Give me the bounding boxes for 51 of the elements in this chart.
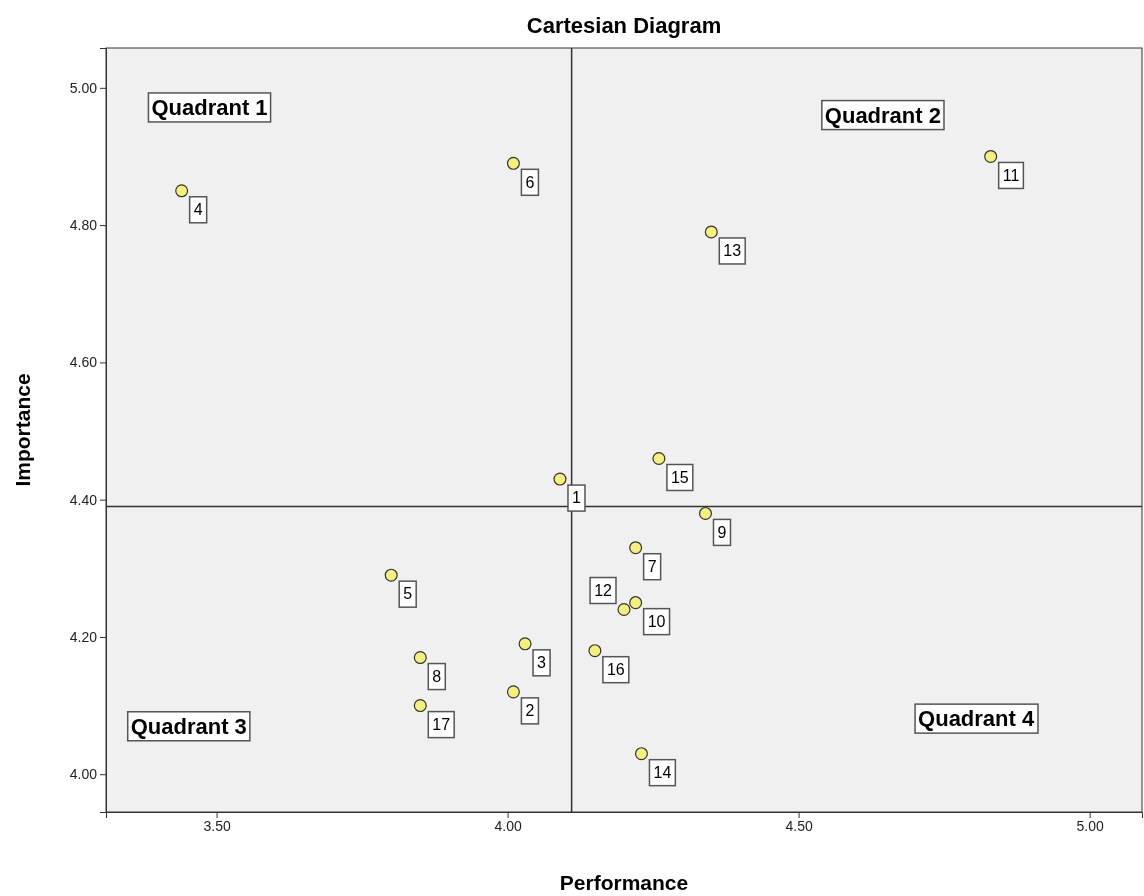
annotation: 17 (432, 715, 451, 733)
y-tick-label: 4.20 (69, 628, 98, 645)
annotation: Quadrant 4 (918, 706, 1035, 732)
annotation: 3 (537, 654, 547, 672)
annotation: 9 (717, 523, 727, 541)
annotation: 2 (525, 702, 535, 720)
point (617, 603, 631, 617)
point (553, 472, 567, 486)
point (629, 596, 643, 610)
point (175, 184, 189, 198)
annotation: 1 (572, 489, 582, 507)
x-tick-label: 5.00 (1076, 817, 1104, 834)
point (506, 156, 520, 170)
x-axis-title: Performance (559, 871, 689, 894)
annotation: 13 (723, 242, 742, 260)
annotation: 4 (193, 201, 203, 219)
x-tick-label: 4.00 (494, 817, 522, 834)
point (652, 451, 666, 465)
annotation: Quadrant 3 (130, 713, 247, 739)
annotation: 11 (1002, 166, 1020, 184)
annotation: 16 (606, 660, 625, 678)
point (588, 644, 602, 658)
annotation: 14 (653, 763, 672, 781)
annotation: 8 (432, 667, 442, 685)
annotation: Quadrant 2 (824, 102, 941, 128)
point (518, 637, 532, 651)
annotation: Quadrant 1 (151, 94, 268, 120)
point (629, 541, 643, 555)
y-tick-label: 4.60 (69, 354, 98, 371)
annotation: 7 (647, 557, 657, 575)
point (506, 685, 520, 699)
x-tick-label: 4.50 (785, 817, 813, 834)
annotation: 6 (525, 173, 535, 191)
point (698, 506, 712, 520)
point (413, 651, 427, 665)
chart-title: Cartesian Diagram (526, 13, 722, 38)
y-tick-label: 4.40 (69, 491, 98, 508)
x-tick-label: 3.50 (203, 817, 231, 834)
point (704, 225, 718, 239)
y-tick-label: 5.00 (69, 79, 98, 96)
point (984, 149, 998, 163)
annotation: 5 (403, 585, 413, 603)
annotation: 12 (594, 581, 613, 599)
annotation: 10 (647, 612, 666, 630)
point (413, 699, 427, 713)
annotation: 15 (670, 468, 689, 486)
point (634, 747, 648, 761)
y-tick-label: 4.00 (69, 766, 98, 783)
point (384, 568, 398, 582)
y-tick-label: 4.80 (69, 217, 98, 234)
y-axis-title: Importance (11, 373, 34, 487)
